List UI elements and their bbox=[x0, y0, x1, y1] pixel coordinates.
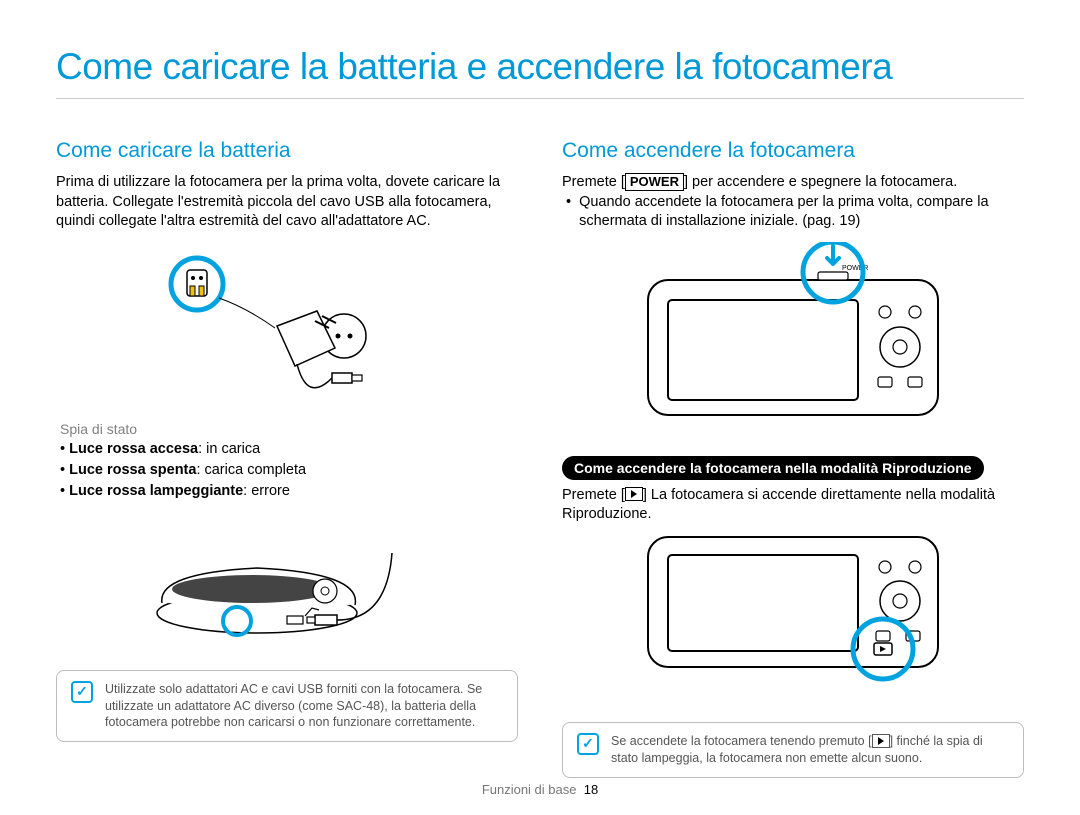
status-item-1: Luce rossa accesa: in carica bbox=[60, 439, 518, 460]
camera-charging-illustration bbox=[56, 508, 518, 648]
camera-back-playback-icon bbox=[628, 529, 958, 704]
status-bold-1: Luce rossa accesa bbox=[69, 441, 198, 457]
note-icon: ✓ bbox=[577, 733, 599, 755]
status-item-2: Luce rossa spenta: carica completa bbox=[60, 460, 518, 481]
status-rest-2: : carica completa bbox=[196, 462, 306, 478]
page-title: Come caricare la batteria e accendere la… bbox=[56, 46, 1024, 99]
status-item-3: Luce rossa lampeggiante: errore bbox=[60, 481, 518, 502]
status-list: Luce rossa accesa: in carica Luce rossa … bbox=[60, 439, 518, 502]
camera-playback-illustration bbox=[562, 529, 1024, 704]
right-line1: Premete [POWER] per accendere e spegnere… bbox=[562, 173, 1024, 193]
power-button-label: POWER bbox=[625, 173, 684, 191]
warning-note-left: ✓ Utilizzate solo adattatori AC e cavi U… bbox=[56, 670, 518, 743]
note-text-right: Se accendete la fotocamera tenendo premu… bbox=[611, 733, 1009, 767]
footer-page-number: 18 bbox=[584, 782, 598, 797]
status-bold-2: Luce rossa spenta bbox=[69, 462, 196, 478]
right-line2: Premete [] La fotocamera si accende dire… bbox=[562, 486, 1024, 525]
page-footer: Funzioni di base 18 bbox=[0, 782, 1080, 797]
two-column-layout: Come caricare la batteria Prima di utili… bbox=[56, 139, 1024, 778]
r-line1-post: ] per accendere e spegnere la fotocamera… bbox=[684, 174, 957, 190]
r-note-pre: Se accendete la fotocamera tenendo premu… bbox=[611, 734, 872, 748]
play-icon bbox=[872, 734, 890, 748]
right-heading: Come accendere la fotocamera bbox=[562, 139, 1024, 163]
charging-illustration bbox=[56, 246, 518, 411]
camera-power-illustration: POWER bbox=[562, 240, 1024, 430]
playback-mode-heading: Come accendere la fotocamera nella modal… bbox=[562, 456, 984, 480]
play-icon bbox=[625, 487, 643, 501]
bullet-dot: • bbox=[566, 193, 571, 232]
status-rest-1: : in carica bbox=[198, 441, 260, 457]
note-text-left: Utilizzate solo adattatori AC e cavi USB… bbox=[105, 681, 503, 732]
charger-diagram-icon bbox=[157, 248, 417, 408]
r-line1-pre: Premete [ bbox=[562, 174, 625, 190]
r-line2-pre: Premete [ bbox=[562, 487, 625, 503]
right-bullet-1: • Quando accendete la fotocamera per la … bbox=[562, 193, 1024, 232]
left-column: Come caricare la batteria Prima di utili… bbox=[56, 139, 518, 778]
footer-section: Funzioni di base bbox=[482, 782, 577, 797]
left-intro: Prima di utilizzare la fotocamera per la… bbox=[56, 173, 518, 232]
status-label: Spia di stato bbox=[60, 421, 518, 437]
status-bold-3: Luce rossa lampeggiante bbox=[69, 483, 243, 499]
right-column: Come accendere la fotocamera Premete [PO… bbox=[562, 139, 1024, 778]
left-heading: Come caricare la batteria bbox=[56, 139, 518, 163]
note-icon: ✓ bbox=[71, 681, 93, 703]
right-bullet-1-text: Quando accendete la fotocamera per la pr… bbox=[579, 193, 1024, 232]
status-rest-3: : errore bbox=[243, 483, 290, 499]
warning-note-right: ✓ Se accendete la fotocamera tenendo pre… bbox=[562, 722, 1024, 778]
camera-usb-icon bbox=[137, 513, 437, 643]
camera-back-power-icon: POWER bbox=[628, 242, 958, 427]
